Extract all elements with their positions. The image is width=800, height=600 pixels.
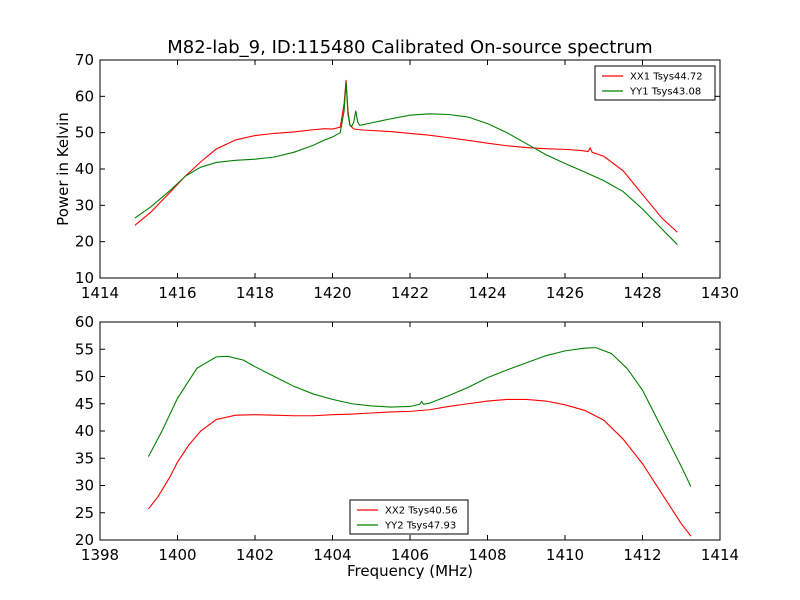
x-tick-label: 1422: [391, 284, 429, 302]
y-tick-label: 30: [75, 196, 94, 214]
series-line-yy1: [134, 81, 678, 245]
x-tick-label: 1412: [623, 546, 661, 564]
legend: XX1 Tsys44.72 YY1 Tsys43.08: [594, 65, 716, 101]
y-tick-label: 70: [75, 51, 94, 69]
series-line-xx1: [134, 79, 678, 233]
x-tick-label: 1424: [468, 284, 506, 302]
x-tick-label: 1408: [468, 546, 506, 564]
top-panel: 1414 1416 1418 1420 1422 1424 1426 1428 1430 10 20…: [54, 51, 739, 302]
x-tick-label: 1404: [313, 546, 351, 564]
x-tick-label: 1430: [701, 284, 739, 302]
y-tick-label: 50: [75, 368, 94, 386]
legend: XX2 Tsys40.56 YY2 Tsys47.93: [349, 499, 469, 535]
y-tick-label: 60: [75, 87, 94, 105]
x-tick-label: 1428: [623, 284, 661, 302]
y-tick-label: 20: [75, 531, 94, 549]
x-tick-label: 1400: [158, 546, 196, 564]
x-tick-label: 1398: [81, 546, 119, 564]
y-tick-label: 35: [75, 449, 94, 467]
y-tick-label: 50: [75, 124, 94, 142]
x-tick-label: 1418: [236, 284, 274, 302]
x-axis-label: Frequency (MHz): [347, 562, 473, 580]
x-tick-label: 1416: [158, 284, 196, 302]
legend-entry: YY2 Tsys47.93: [384, 521, 456, 532]
y-tick-label: 40: [75, 422, 94, 440]
figure-title: M82-lab_9, ID:115480 Calibrated On-sourc…: [167, 37, 652, 58]
series-line-xx2: [148, 398, 692, 537]
y-tick-label: 20: [75, 233, 94, 251]
x-tick-label: 1420: [313, 284, 351, 302]
legend-entry: XX1 Tsys44.72: [630, 72, 703, 83]
bottom-panel: 1398 1400 1402 1404 1406 1408 1410 1412 1414 20 25…: [75, 313, 739, 580]
legend-box: [349, 499, 469, 535]
legend-box: [594, 65, 716, 101]
y-tick-label: 30: [75, 477, 94, 495]
y-axis-label: Power in Kelvin: [54, 112, 72, 226]
x-tick-label: 1414: [701, 546, 739, 564]
y-tick-label: 55: [75, 340, 94, 358]
y-tick-label: 10: [75, 269, 94, 287]
y-tick-label: 25: [75, 504, 94, 522]
legend-entry: YY1 Tsys43.08: [629, 87, 701, 98]
x-tick-label: 1410: [546, 546, 584, 564]
y-tick-label: 40: [75, 160, 94, 178]
x-tick-label: 1406: [391, 546, 429, 564]
x-tick-label: 1402: [236, 546, 274, 564]
x-tick-label: 1426: [546, 284, 584, 302]
y-tick-label: 60: [75, 313, 94, 331]
series-line-yy2: [147, 347, 692, 487]
y-tick-label: 45: [75, 395, 94, 413]
legend-entry: XX2 Tsys40.56: [385, 506, 458, 517]
x-tick-label: 1414: [81, 284, 119, 302]
